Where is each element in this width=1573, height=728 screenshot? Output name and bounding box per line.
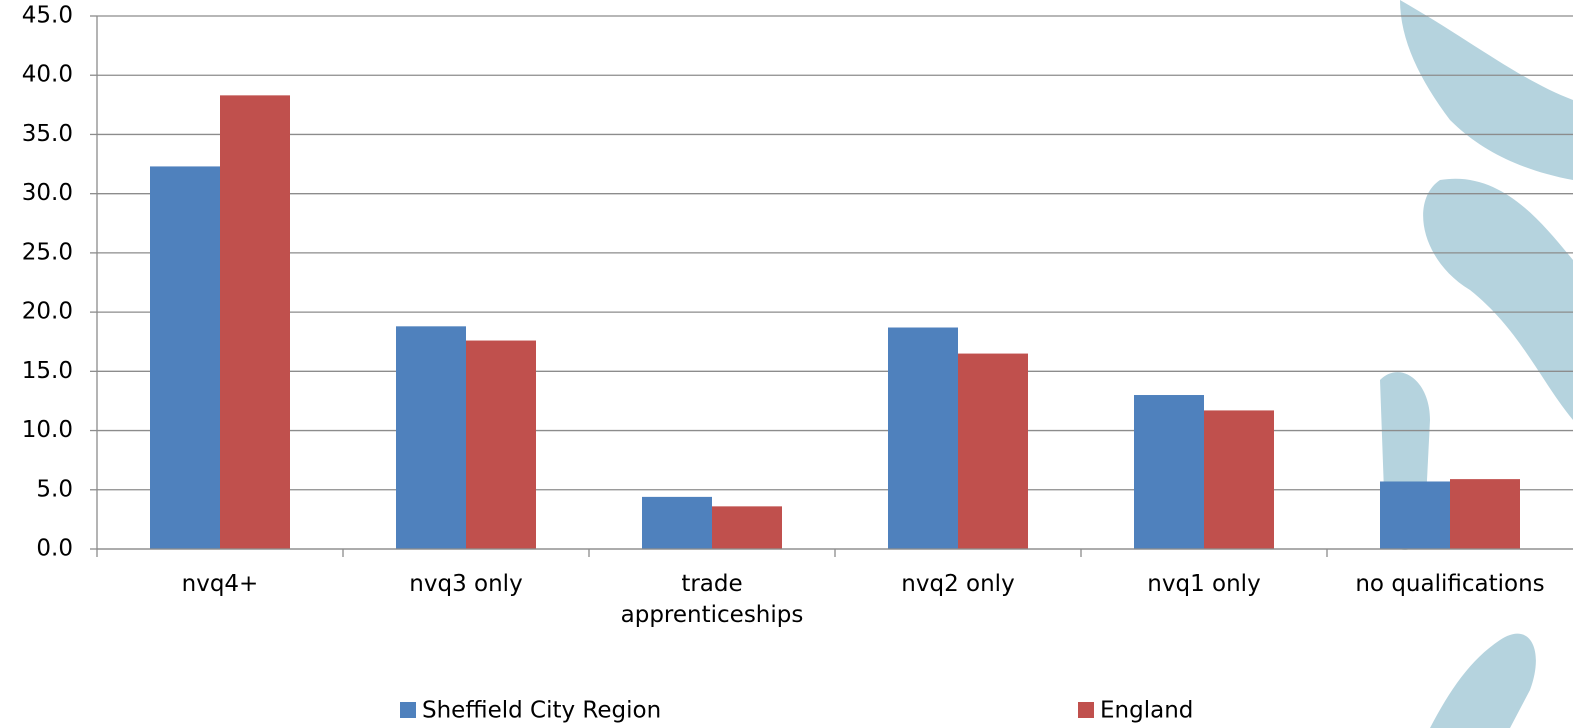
bar — [466, 341, 536, 549]
x-tick-label: nvq1 only — [1081, 569, 1327, 600]
y-tick-label: 45.0 — [22, 3, 73, 29]
chart-container: 0.0 5.0 10.0 15.0 20.0 25.0 30.0 35.0 40.0 45.0 Sh… — [0, 0, 1573, 728]
x-tick-label: nvq4+ — [97, 569, 343, 600]
y-tick-label: 25.0 — [22, 239, 73, 265]
y-tick-label: 20.0 — [22, 299, 73, 325]
bar — [1134, 395, 1204, 549]
legend-swatch — [400, 702, 416, 718]
background-decoration — [1380, 0, 1573, 728]
bar — [712, 506, 782, 549]
bar — [150, 166, 220, 549]
legend-label: England — [1100, 698, 1193, 724]
y-tick-label: 30.0 — [22, 180, 73, 206]
bar — [1204, 410, 1274, 549]
bar — [396, 326, 466, 549]
y-tick-label: 15.0 — [22, 358, 73, 384]
x-tick-label: trade apprenticeships — [589, 569, 835, 631]
bar — [642, 497, 712, 549]
bar — [1380, 481, 1450, 549]
legend-swatch — [1078, 702, 1094, 718]
y-tick-label: 10.0 — [22, 417, 73, 443]
y-tick-label: 40.0 — [22, 62, 73, 88]
bar — [1450, 479, 1520, 549]
y-tick-label: 5.0 — [36, 476, 73, 502]
legend-label: Sheffield City Region — [422, 698, 661, 724]
y-tick-label: 0.0 — [36, 536, 73, 562]
y-tick-label: 35.0 — [22, 121, 73, 147]
bar — [220, 95, 290, 549]
x-tick-label: nvq3 only — [343, 569, 589, 600]
bar — [888, 328, 958, 549]
bar — [958, 354, 1028, 549]
x-tick-label: nvq2 only — [835, 569, 1081, 600]
x-tick-label: no qualifications — [1327, 569, 1573, 600]
